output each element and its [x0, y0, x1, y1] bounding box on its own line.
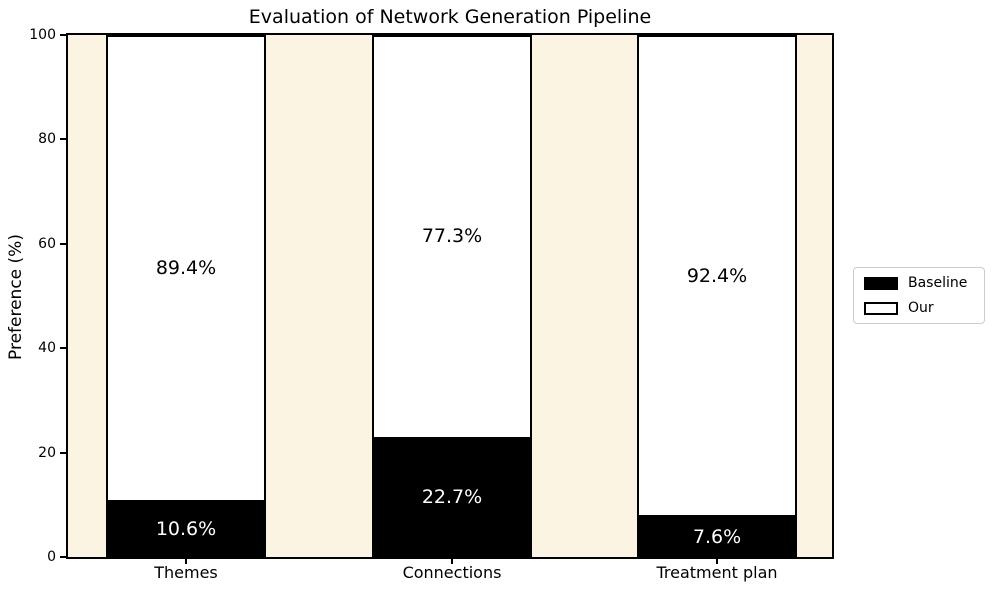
x-tick-mark — [451, 559, 453, 564]
x-tick-label: Connections — [402, 563, 502, 582]
bar-value-label: 89.4% — [155, 256, 217, 279]
our-swatch-icon — [864, 301, 898, 315]
y-tick-label: 40 — [38, 340, 56, 357]
legend-label-baseline: Baseline — [908, 275, 968, 291]
y-tick-mark — [60, 347, 66, 350]
y-tick-label: 80 — [38, 131, 56, 148]
y-tick-mark — [60, 138, 66, 141]
legend-item-baseline: Baseline — [864, 276, 974, 290]
bar-segment-baseline-themes: 10.6% — [106, 501, 266, 557]
x-tick-mark — [185, 559, 187, 564]
y-axis-label: Preference (%) — [6, 234, 26, 360]
plot-area: 10.6% 89.4% 22.7% 77.3% 7.6% 92.4% — [66, 33, 834, 559]
bar-segment-our-treatment-plan: 92.4% — [637, 35, 797, 518]
bar-value-label: 22.7% — [421, 486, 483, 509]
bar-segment-baseline-connections: 22.7% — [372, 438, 532, 557]
x-tick-mark — [716, 559, 718, 564]
y-tick-label: 20 — [38, 444, 56, 461]
x-tick-label: Themes — [154, 563, 218, 582]
bar-value-label: 7.6% — [692, 525, 742, 548]
y-tick-mark — [60, 451, 66, 454]
baseline-swatch-icon — [864, 276, 898, 290]
y-tick-mark — [60, 34, 66, 36]
bar-segment-our-themes: 89.4% — [106, 35, 266, 502]
legend-label-our: Our — [908, 300, 934, 316]
bar-value-label: 10.6% — [155, 517, 217, 540]
bar-segment-baseline-treatment-plan: 7.6% — [637, 517, 797, 557]
y-tick-label: 100 — [29, 27, 56, 43]
legend: Baseline Our — [853, 267, 985, 324]
legend-item-our: Our — [864, 301, 974, 315]
y-tick-label: 0 — [47, 549, 56, 565]
bar-value-label: 77.3% — [421, 225, 483, 248]
y-tick-label: 60 — [38, 235, 56, 252]
chart-title: Evaluation of Network Generation Pipelin… — [248, 6, 652, 28]
bar-value-label: 92.4% — [686, 264, 748, 287]
bar-segment-our-connections: 77.3% — [372, 35, 532, 439]
y-tick-mark — [60, 242, 66, 245]
x-tick-label: Treatment plan — [656, 563, 778, 582]
y-tick-mark — [60, 556, 66, 558]
